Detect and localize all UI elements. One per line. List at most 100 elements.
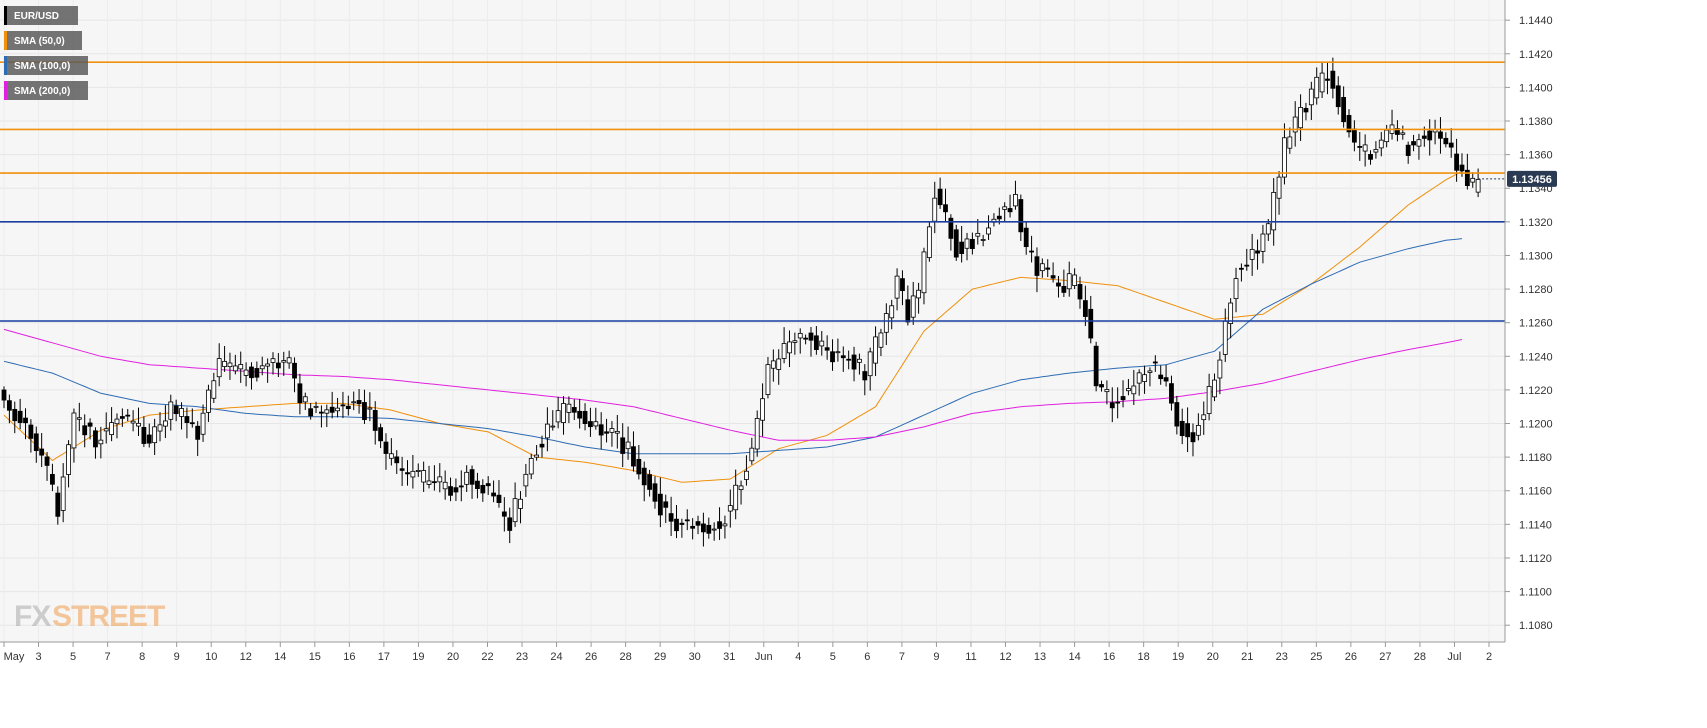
candle-body (916, 289, 921, 299)
candle-body (44, 456, 50, 466)
candle-body (840, 355, 846, 359)
legend-swatch (4, 81, 7, 100)
candle-body (620, 437, 626, 454)
candle-body (103, 428, 109, 432)
candle-body (641, 467, 647, 486)
candle-body (351, 401, 357, 404)
candle-body (157, 424, 163, 432)
candle-body (1346, 115, 1352, 133)
candle-body (711, 528, 717, 531)
candle-body (189, 422, 195, 425)
legend-item[interactable]: SMA (50,0) (4, 31, 82, 50)
candle-body (1298, 107, 1303, 129)
y-tick-label: 1.1360 (1519, 150, 1553, 162)
candle-body (555, 410, 561, 423)
candle-body (1438, 131, 1443, 139)
candle-body (657, 493, 663, 516)
candlesticks (1, 57, 1481, 547)
candle-body (760, 398, 765, 421)
legend-swatch (4, 31, 7, 50)
candle-body (1018, 199, 1024, 233)
candle-body (1142, 374, 1147, 382)
candle-body (76, 417, 82, 420)
candle-body (582, 410, 588, 424)
candle-body (1325, 78, 1330, 81)
y-tick-label: 1.1280 (1519, 284, 1553, 296)
x-tick-label: 9 (933, 651, 939, 663)
candle-body (383, 441, 389, 454)
candle-body (426, 480, 432, 485)
legend-swatch (4, 56, 7, 75)
candle-body (125, 414, 131, 417)
candle-body (292, 362, 297, 379)
x-tick-label: 5 (830, 651, 836, 663)
horizontal-levels (0, 61, 1505, 322)
y-tick-label: 1.1080 (1519, 620, 1553, 632)
x-tick-label: 16 (343, 651, 355, 663)
x-tick-label: Jun (755, 651, 773, 663)
candle-body (28, 424, 34, 439)
candle-body (496, 494, 502, 503)
candle-body (523, 473, 529, 487)
candle-body (1443, 137, 1449, 145)
x-tick-label: 29 (654, 651, 666, 663)
candle-body (1212, 379, 1217, 398)
candle-body (141, 426, 147, 444)
candle-body (1066, 273, 1072, 290)
candle-body (55, 492, 61, 517)
candle-body (1448, 142, 1454, 148)
y-tick-label: 1.1120 (1519, 553, 1552, 565)
candle-body (1249, 248, 1255, 260)
candle-body (82, 425, 88, 436)
candle-body (1050, 275, 1056, 279)
x-tick-label: 30 (689, 651, 701, 663)
candle-body (71, 412, 77, 449)
candle-body (1400, 132, 1406, 135)
x-tick-label: 17 (378, 651, 390, 663)
legend-label: EUR/USD (14, 11, 59, 22)
candle-body (458, 485, 464, 488)
candle-body (926, 226, 932, 259)
candle-body (1007, 208, 1013, 213)
candle-body (222, 360, 227, 367)
legend-item[interactable]: EUR/USD (4, 6, 78, 25)
candle-body (1308, 88, 1314, 106)
y-tick-label: 1.1160 (1519, 486, 1552, 498)
candle-body (577, 410, 583, 419)
x-tick-label: 3 (35, 651, 41, 663)
candle-body (733, 484, 739, 511)
candle-body (195, 425, 201, 440)
candle-body (362, 402, 367, 420)
candle-body (286, 357, 292, 364)
x-tick-label: 18 (1138, 651, 1150, 663)
candle-body (588, 421, 593, 428)
candle-body (905, 299, 911, 323)
legend-label: SMA (50,0) (14, 36, 65, 47)
candle-body (50, 474, 55, 485)
candle-body (797, 333, 803, 339)
x-tick-label: 9 (174, 651, 180, 663)
candle-body (1282, 137, 1287, 178)
x-tick-label: 5 (70, 651, 76, 663)
candle-body (851, 354, 857, 370)
candle-body (754, 418, 760, 450)
candle-body (249, 366, 254, 379)
candle-body (1, 389, 7, 401)
y-tick-label: 1.1400 (1519, 82, 1553, 94)
candle-body (469, 469, 475, 485)
candle-body (636, 458, 642, 475)
candle-body (1255, 250, 1260, 254)
candle-body (776, 358, 782, 370)
legend-item[interactable]: SMA (200,0) (4, 81, 88, 100)
y-tick-label: 1.1220 (1519, 385, 1553, 397)
candle-body (1002, 206, 1008, 210)
candle-body (1233, 278, 1239, 300)
x-tick-label: 6 (864, 651, 870, 663)
x-tick-label: 28 (620, 651, 632, 663)
legend-item[interactable]: SMA (100,0) (4, 56, 88, 75)
candle-body (93, 430, 98, 448)
candle-body (598, 424, 604, 436)
x-tick-label: 24 (550, 651, 562, 663)
candle-body (1082, 300, 1088, 317)
